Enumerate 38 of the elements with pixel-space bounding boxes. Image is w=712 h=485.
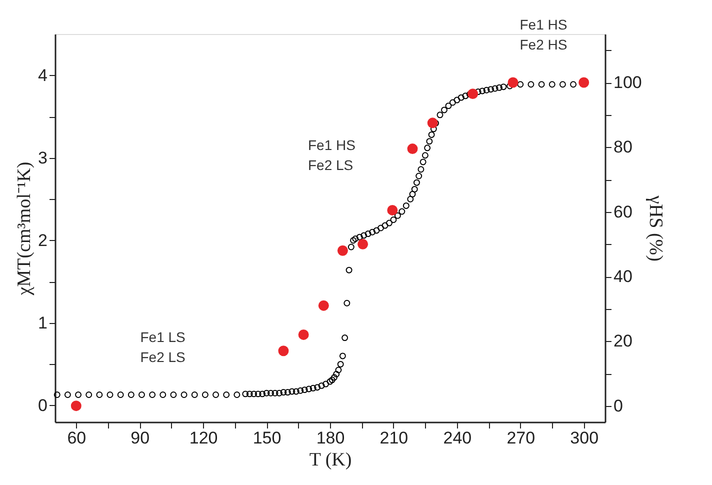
annotation: Fe1 HS Fe2 HS [520, 16, 568, 52]
annotation: Fe1 LS Fe2 LS [140, 328, 186, 365]
y2-tick-label: 0 [614, 396, 623, 416]
point [427, 118, 438, 128]
x-tick-label: 90 [130, 428, 150, 448]
point [70, 400, 82, 412]
x-tick-label: 240 [443, 428, 472, 448]
x-tick-label: 60 [67, 428, 86, 448]
point [407, 144, 418, 154]
y-tick-label: 1 [38, 313, 48, 332]
x-tick-label: 120 [189, 428, 218, 448]
y-tick-label: 3 [38, 148, 48, 168]
y2-axis-title: γHS (%) [644, 194, 666, 262]
y-tick-label: 2 [38, 230, 48, 250]
point [358, 238, 368, 250]
annotation: Fe1 HS Fe2 LS [308, 136, 356, 173]
y-tick-label: 0 [38, 396, 48, 415]
point [387, 204, 398, 216]
y-tick-label: 4 [38, 66, 48, 85]
point [468, 88, 478, 100]
y-axis-title: χMT(cm³mol⁻¹K) [14, 162, 36, 296]
point [298, 329, 309, 340]
point [578, 77, 590, 88]
x-tick-label: 300 [570, 428, 599, 448]
y2-tick-label: 40 [614, 267, 632, 286]
y2-tick-label: 60 [614, 202, 632, 222]
point [278, 346, 289, 356]
point [318, 300, 329, 311]
y2-tick-label: 20 [614, 332, 632, 351]
x-tick-label: 150 [252, 428, 282, 448]
x-tick-label: 210 [380, 428, 408, 448]
point [337, 245, 348, 256]
y2-tick-label: 80 [614, 138, 632, 157]
x-axis-title: T (K) [309, 450, 352, 470]
x-tick-label: 180 [316, 428, 345, 448]
y2-tick-label: 100 [614, 73, 642, 92]
point [508, 77, 518, 88]
x-tick-label: 270 [506, 428, 536, 448]
